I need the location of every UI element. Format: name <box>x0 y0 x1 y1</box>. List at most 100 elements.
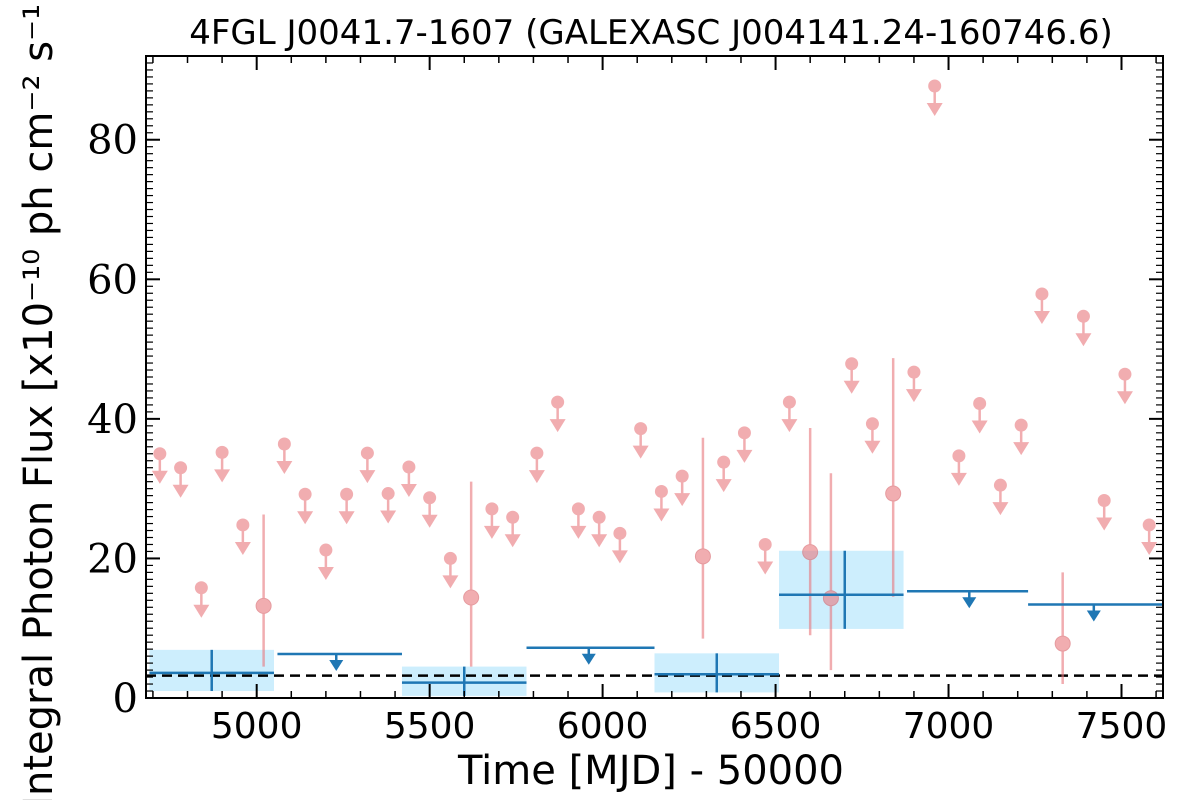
fine-upper-limit <box>421 491 438 528</box>
fine-upper-limit-point <box>551 395 565 409</box>
coarse-bin-band <box>779 550 904 629</box>
fine-upper-limit-arrow <box>843 380 860 394</box>
fine-upper-limit-arrow <box>591 534 608 548</box>
fine-upper-limit-point <box>1118 367 1132 381</box>
fine-upper-limit <box>214 445 231 483</box>
fine-detection <box>1054 572 1071 685</box>
fine-upper-limit <box>715 455 732 493</box>
fine-detection-point <box>802 544 819 561</box>
fine-upper-limit-arrow <box>674 493 691 507</box>
fine-upper-limit <box>757 537 774 575</box>
coarse-upper-limit-arrow <box>1086 610 1101 622</box>
fine-upper-limit-arrow <box>1096 517 1113 531</box>
fine-upper-limit-point <box>928 79 942 93</box>
fine-upper-limit <box>172 461 189 498</box>
fine-upper-limit <box>317 543 334 581</box>
x-axis-label: Time [MJD] - 50000 <box>457 748 844 794</box>
fine-upper-limit-point <box>340 487 354 501</box>
fine-upper-limit-point <box>865 417 879 431</box>
fine-upper-limit <box>380 487 397 524</box>
fine-upper-limit <box>442 551 459 589</box>
fine-upper-limit <box>950 449 967 486</box>
fine-upper-limit <box>992 478 1009 516</box>
coarse-upper-limit <box>277 652 402 672</box>
fine-upper-limit-arrow <box>234 541 251 555</box>
fine-upper-limit <box>483 502 500 539</box>
fine-upper-limit <box>611 526 628 564</box>
fine-upper-limit <box>400 460 417 498</box>
fine-upper-limit-arrow <box>992 502 1009 516</box>
fine-upper-limit-arrow <box>926 103 943 117</box>
fine-upper-limit-point <box>530 446 544 460</box>
plot-area: 5000 5500 6000 6500 7000 7500 0 20 40 60 80 <box>87 55 1168 747</box>
fine-upper-limit <box>276 437 293 474</box>
fine-upper-limit-point <box>737 426 751 440</box>
fine-upper-limit <box>905 365 922 403</box>
coarse-upper-limit <box>526 646 655 665</box>
y-tick-label: 80 <box>87 118 138 164</box>
fine-upper-limit-arrow <box>1141 541 1158 555</box>
fine-upper-limit-point <box>506 510 520 524</box>
fine-upper-limit-arrow <box>297 511 314 525</box>
fine-upper-limit-arrow <box>549 419 566 433</box>
y-axis-label: Integral Photon Flux [x10⁻¹⁰ ph cm⁻² s⁻¹… <box>16 0 62 800</box>
fine-upper-limit-arrow <box>421 514 438 528</box>
coarse-upper-limit <box>1028 603 1163 622</box>
fine-detection-point <box>822 590 839 607</box>
fine-detection <box>255 514 272 667</box>
fine-upper-limit <box>151 447 168 484</box>
x-tick-label: 5500 <box>384 706 476 747</box>
fine-upper-limit-point <box>654 484 668 498</box>
fine-upper-limit <box>549 395 566 433</box>
x-tick-label: 7000 <box>903 706 995 747</box>
fine-upper-limit-point <box>1014 418 1028 432</box>
fine-upper-limit-arrow <box>214 469 231 483</box>
fine-upper-limit-point <box>277 437 291 451</box>
fine-upper-limit <box>1033 287 1050 324</box>
fine-upper-limit-point <box>236 518 250 532</box>
fine-upper-limit-point <box>675 469 689 483</box>
x-tick-label: 7500 <box>1076 706 1168 747</box>
x-tick-label: 6000 <box>557 706 649 747</box>
fine-upper-limit-arrow <box>317 567 334 581</box>
fine-upper-limit-point <box>592 510 606 524</box>
fine-upper-limit <box>591 510 608 548</box>
coarse-upper-limit-arrow <box>581 653 596 665</box>
fine-upper-limit-point <box>360 446 374 460</box>
fine-upper-limit-arrow <box>905 389 922 403</box>
fine-upper-limit-point <box>952 449 966 463</box>
fine-upper-limit <box>736 426 753 463</box>
fine-upper-limit-arrow <box>442 575 459 589</box>
fine-upper-limit-arrow <box>380 510 397 524</box>
y-tick-label: 20 <box>87 536 138 582</box>
fine-detection <box>885 358 902 597</box>
fine-upper-limit-point <box>907 365 921 379</box>
fine-upper-limit-arrow <box>528 470 545 484</box>
fine-upper-limit <box>632 422 649 459</box>
fine-upper-limit-arrow <box>359 470 376 484</box>
x-tick-label: 6500 <box>730 706 822 747</box>
fine-upper-limit-arrow <box>971 420 988 434</box>
fine-upper-limit-point <box>613 526 627 540</box>
fine-upper-limit-arrow <box>504 534 521 548</box>
fine-upper-limit-point <box>1035 287 1049 301</box>
fine-upper-limit-point <box>717 455 731 469</box>
fine-upper-limit <box>1141 518 1158 555</box>
fine-upper-limit-point <box>381 487 395 501</box>
y-tick-label: 0 <box>113 676 138 722</box>
fine-upper-limit-arrow <box>570 525 587 539</box>
fine-upper-limit-arrow <box>632 445 649 459</box>
fine-detection-point <box>885 485 902 502</box>
fine-upper-limit-point <box>1097 494 1111 508</box>
fine-detection-point <box>255 597 272 614</box>
fine-upper-limit-point <box>782 395 796 409</box>
fine-upper-limit <box>193 581 210 618</box>
fine-upper-limit <box>338 487 355 525</box>
fine-upper-limit-point <box>571 502 585 516</box>
fine-upper-limit-point <box>319 543 333 557</box>
fine-upper-limit-point <box>993 478 1007 492</box>
coarse-detection <box>149 649 274 692</box>
fine-upper-limit-arrow <box>1075 333 1092 347</box>
fine-upper-limit-point <box>194 581 208 595</box>
fine-upper-limit <box>359 446 376 484</box>
